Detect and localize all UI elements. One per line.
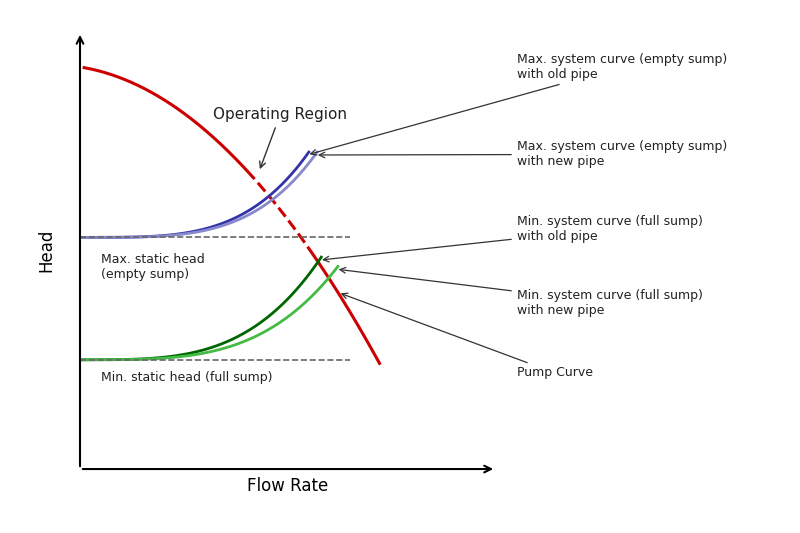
Text: Min. system curve (full sump)
with new pipe: Min. system curve (full sump) with new p… [340, 268, 702, 317]
Text: Max. static head
(empty sump): Max. static head (empty sump) [101, 253, 205, 281]
Text: Operating Region: Operating Region [213, 107, 347, 168]
Text: Pump Curve: Pump Curve [342, 293, 593, 379]
Text: Max. system curve (empty sump)
with new pipe: Max. system curve (empty sump) with new … [319, 140, 727, 168]
Text: Min. system curve (full sump)
with old pipe: Min. system curve (full sump) with old p… [323, 215, 702, 262]
Text: Max. system curve (empty sump)
with old pipe: Max. system curve (empty sump) with old … [310, 53, 727, 155]
X-axis label: Flow Rate: Flow Rate [247, 478, 329, 495]
Text: Min. static head (full sump): Min. static head (full sump) [101, 371, 272, 384]
Text: Head: Head [38, 229, 56, 272]
